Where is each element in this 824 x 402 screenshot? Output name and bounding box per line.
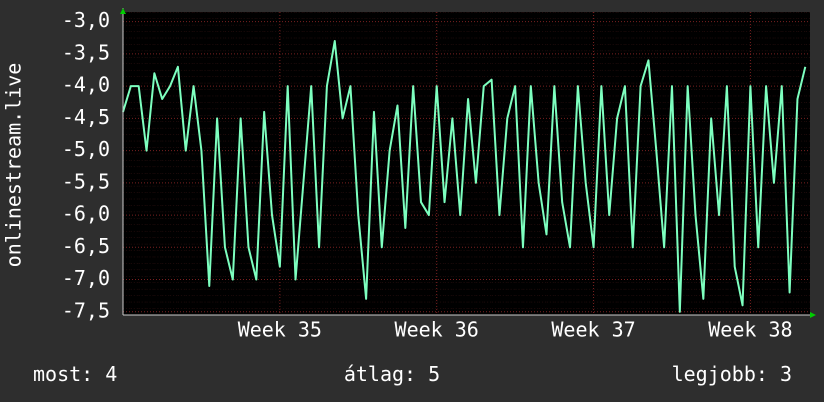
y-tick-label: -3,5 — [62, 40, 110, 64]
x-tick-label: Week 37 — [551, 318, 635, 342]
stat-value: 3 — [780, 362, 792, 386]
y-tick-label: -6,0 — [62, 202, 110, 226]
y-tick-label: -6,5 — [62, 234, 110, 258]
stat-now: most: 4 — [33, 362, 117, 386]
x-tick-label: Week 38 — [708, 318, 792, 342]
y-tick-label: -7,5 — [62, 298, 110, 322]
x-tick-label: Week 36 — [395, 318, 479, 342]
stat-value: 5 — [428, 362, 440, 386]
y-tick-label: -4,5 — [62, 105, 110, 129]
data-line — [122, 40, 807, 313]
y-tick-label: -7,0 — [62, 266, 110, 290]
y-tick-label: -3,0 — [62, 8, 110, 32]
y-arrow — [120, 8, 126, 14]
y-tick-label: -5,0 — [62, 137, 110, 161]
stat-average: átlag: 5 — [344, 362, 440, 386]
y-tick-label: -5,5 — [62, 169, 110, 193]
stat-label: átlag: — [344, 362, 416, 386]
minor-grid — [123, 12, 810, 315]
stat-value: 4 — [105, 362, 117, 386]
x-arrow — [810, 312, 816, 318]
y-axis-title: onlinestream.live — [2, 63, 26, 268]
stat-best: legjobb: 3 — [672, 362, 792, 386]
x-tick-label: Week 35 — [238, 318, 322, 342]
stat-label: legjobb: — [672, 362, 768, 386]
y-tick-label: -4,0 — [62, 73, 110, 97]
stat-label: most: — [33, 362, 93, 386]
